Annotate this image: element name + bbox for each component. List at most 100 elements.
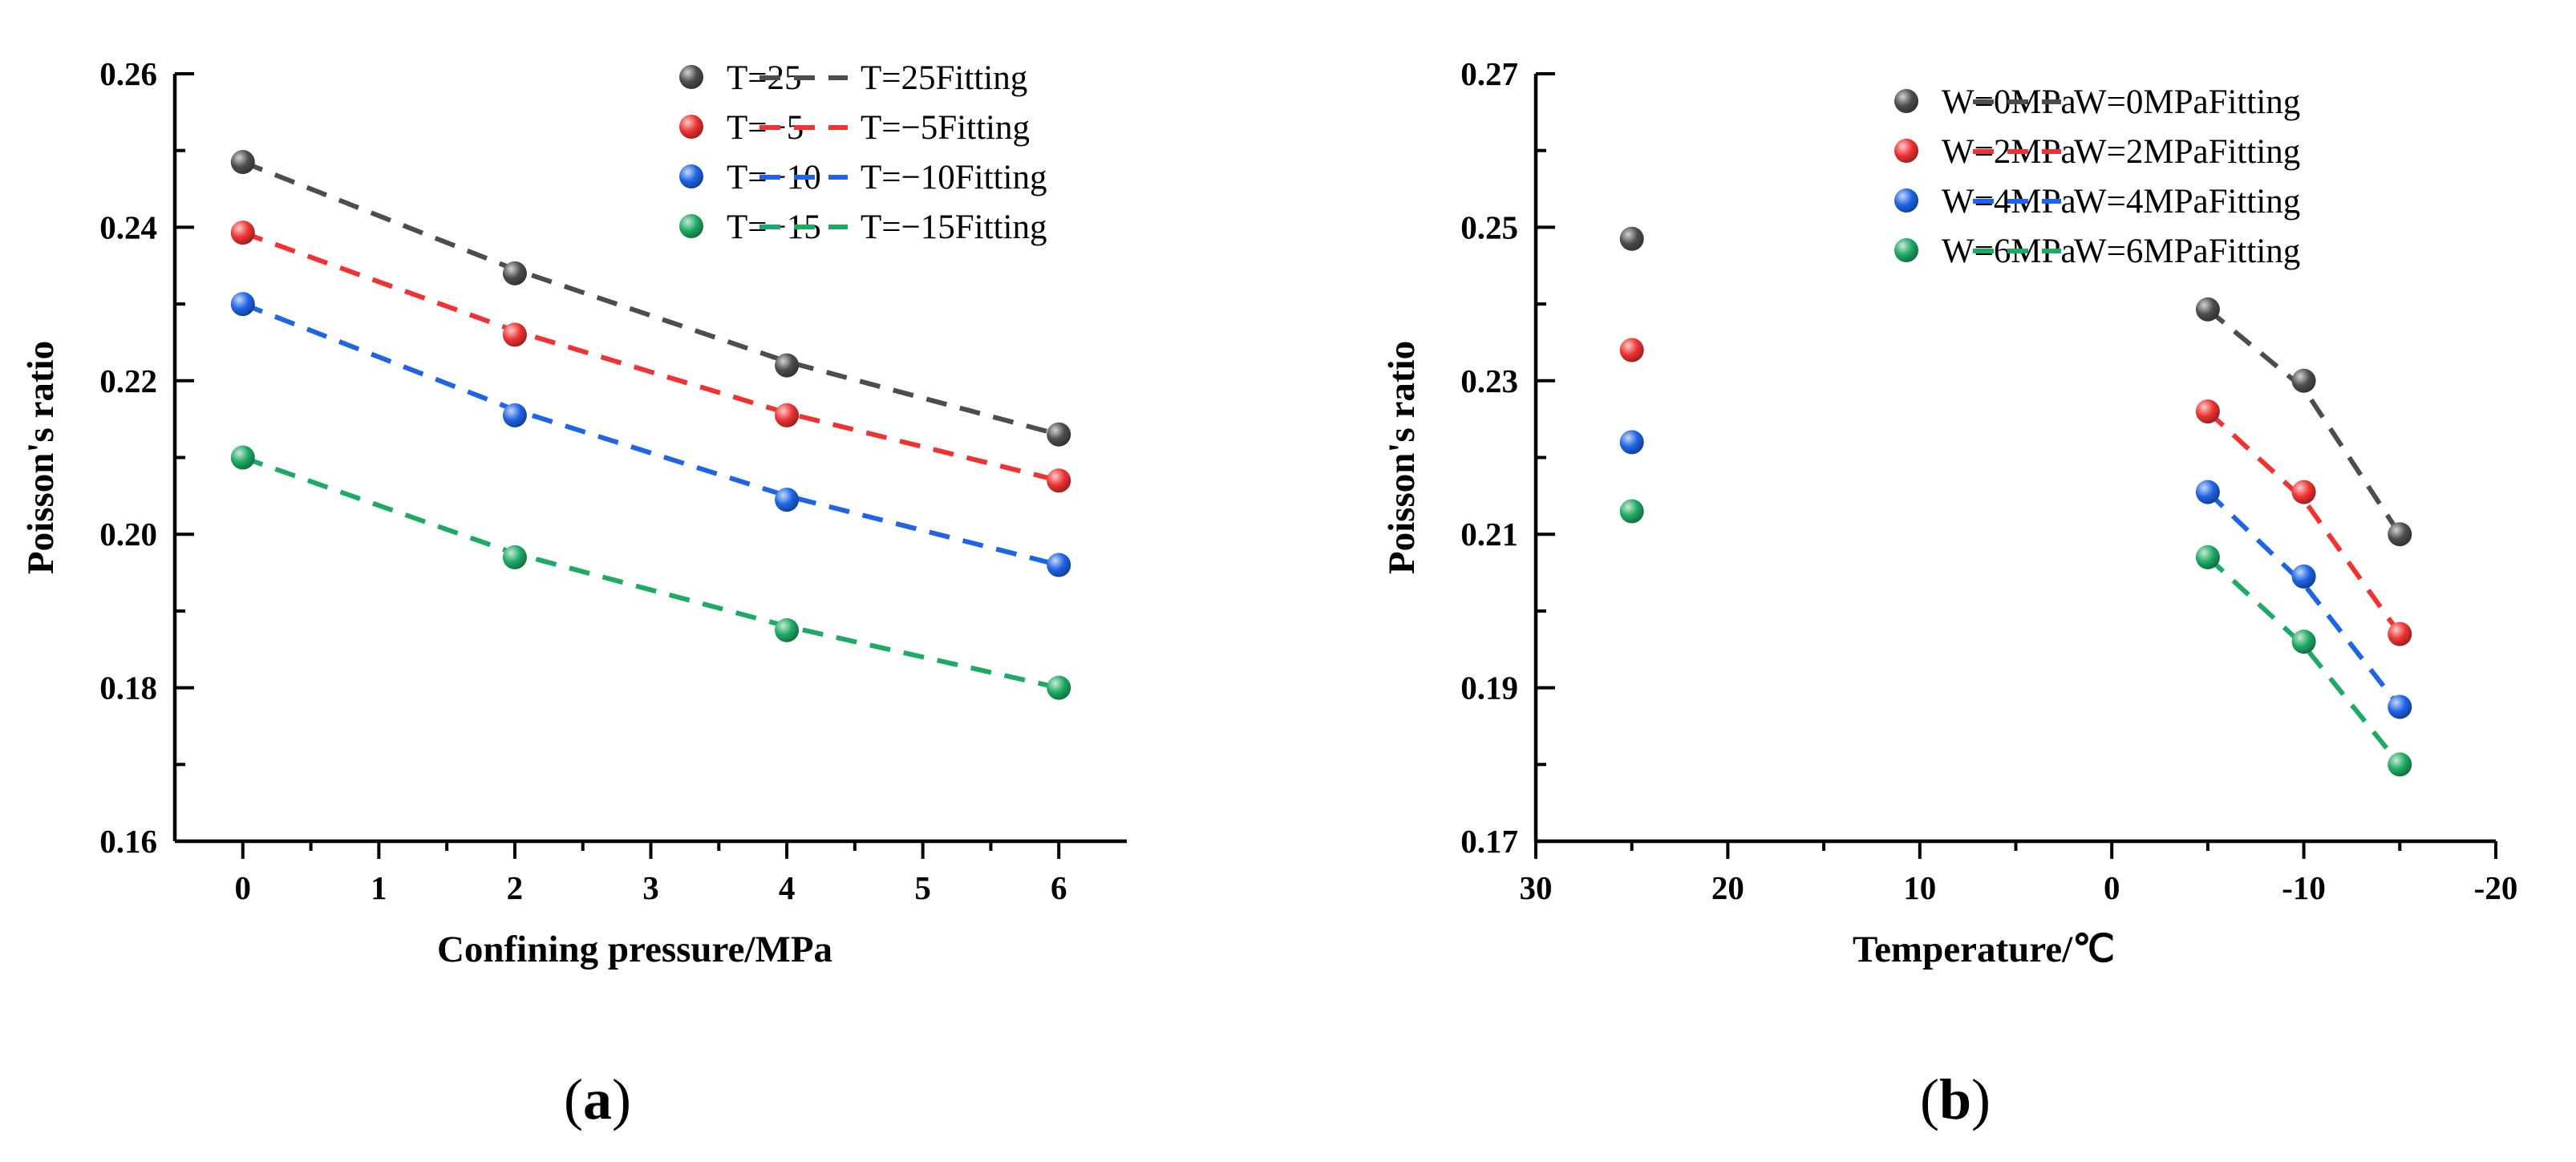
legend-marker [679,214,703,238]
y-tick-label: 0.21 [1460,516,1518,553]
x-tick-label: 0 [235,869,252,906]
data-point [1619,499,1644,524]
series-4 [230,445,1071,700]
data-point [775,617,800,642]
data-point [2291,480,2316,504]
x-axis-title: Confining pressure/MPa [437,929,832,970]
legend-marker [1894,238,1918,262]
fitting-line [2205,490,2402,709]
legend-fit-label: T=−15Fitting [861,209,1047,246]
series-1 [230,150,1071,447]
legend-marker [679,164,703,188]
data-point [502,403,527,427]
y-tick-label: 0.23 [1460,362,1518,399]
legend-fit-label: T=−5Fitting [861,109,1030,147]
data-point [2388,694,2412,719]
series-3 [230,292,1071,577]
data-point [2388,522,2412,547]
legend-marker [1894,139,1918,163]
x-tick-label: 0 [2104,869,2120,906]
x-tick-label: 3 [642,869,659,906]
x-tick-label: 4 [779,869,796,906]
y-axis-title: Poisson's ratio [20,341,62,574]
data-point [1619,226,1644,251]
data-point [230,221,255,245]
legend-marker [1894,188,1918,213]
fitting-line [2205,555,2402,767]
data-point [1619,430,1644,455]
legend-fit-label: W=6MPaFitting [2074,233,2300,270]
fitting-line [241,230,1059,484]
data-point [775,403,800,427]
x-tick-label: -10 [2282,869,2326,906]
x-tick-label: 6 [1051,869,1067,906]
fitting-line [241,160,1059,437]
data-point [502,261,527,285]
y-tick-label: 0.18 [99,670,157,707]
y-tick-label: 0.19 [1460,670,1518,707]
y-tick-label: 0.24 [99,209,157,245]
data-point [502,322,527,347]
series-3 [1619,430,2412,719]
fitting-line [2205,307,2402,536]
series-2 [230,221,1071,493]
data-point [2195,480,2220,504]
data-point [2195,297,2220,322]
panel-label-open: ( [1920,1067,1939,1132]
x-tick-label: 1 [371,869,387,906]
y-tick-label: 0.22 [99,362,157,399]
x-tick-label: -20 [2474,869,2518,906]
series-2 [1619,338,2412,646]
data-point [775,488,800,512]
data-point [1047,675,1071,700]
legend-fit-label: T=25Fitting [861,59,1027,97]
legend-marker [1894,89,1918,113]
data-point [230,292,255,317]
data-point [1047,422,1071,447]
legend-fit-label: T=−10Fitting [861,159,1047,196]
legend-marker [679,65,703,89]
legend-fit-label: W=2MPaFitting [2074,133,2300,171]
series-1 [1619,226,2412,547]
panel-label: (b) [1920,1067,1991,1132]
y-tick-label: 0.26 [99,55,157,92]
chart-panel-b: 0.17 0.19 0.21 0.23 0.25 0.27 30 20 10 0 -10 -20 Tem… [1381,55,2517,1132]
legend-fit-label: W=4MPaFitting [2074,183,2300,221]
x-tick-label: 5 [914,869,931,906]
x-tick-label: 2 [507,869,524,906]
data-point [2291,630,2316,654]
y-tick-label: 0.27 [1460,55,1518,92]
x-tick-label: 10 [1903,869,1936,906]
data-point [502,545,527,569]
data-point [2291,368,2316,393]
x-axis-title: Temperature/℃ [1853,929,2115,970]
y-tick-label: 0.17 [1460,823,1518,860]
data-point [775,353,800,378]
chart-panel-a: 0.16 0.18 0.20 0.22 0.24 0.26 0 1 2 3 4 5 6 Confining… [20,55,1127,1132]
data-point [1619,338,1644,362]
fitting-line [2205,409,2402,636]
data-point [2291,564,2316,589]
y-axis-title: Poisson's ratio [1381,341,1423,574]
fitting-line [241,302,1059,568]
data-point [2195,399,2220,424]
panel-label-close: ) [612,1067,631,1132]
data-point [2388,621,2412,646]
y-tick-label: 0.20 [99,516,157,553]
data-point [2195,545,2220,569]
panel-label-letter: b [1939,1067,1971,1132]
data-point [230,445,255,470]
data-point [2388,752,2412,777]
series-4 [1619,499,2412,777]
y-tick-label: 0.25 [1460,209,1518,245]
legend-marker [679,115,703,139]
data-point [1047,468,1071,493]
data-point [230,150,255,175]
panel-label: (a) [564,1067,631,1132]
fitting-line [241,455,1059,690]
panel-label-open: ( [564,1067,583,1132]
data-point [1047,553,1071,577]
panel-label-close: ) [1971,1067,1991,1132]
y-tick-label: 0.16 [99,823,157,860]
